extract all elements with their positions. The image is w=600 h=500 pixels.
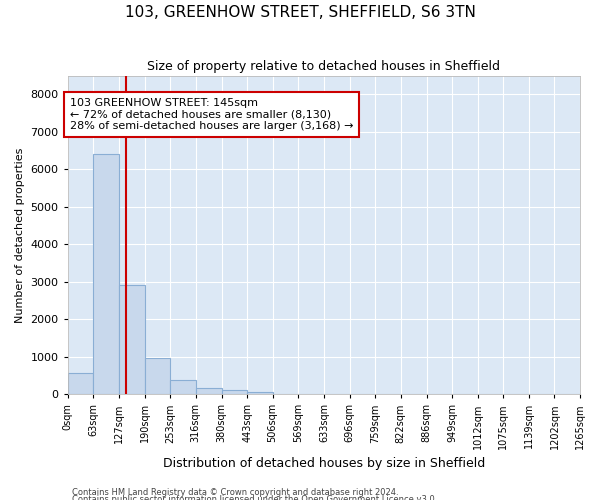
Bar — [221, 390, 247, 394]
X-axis label: Distribution of detached houses by size in Sheffield: Distribution of detached houses by size … — [163, 457, 485, 470]
Bar — [196, 388, 221, 394]
Bar — [170, 380, 196, 394]
Bar — [119, 284, 145, 394]
Bar — [247, 392, 272, 394]
Text: 103, GREENHOW STREET, SHEFFIELD, S6 3TN: 103, GREENHOW STREET, SHEFFIELD, S6 3TN — [125, 5, 475, 20]
Title: Size of property relative to detached houses in Sheffield: Size of property relative to detached ho… — [148, 60, 500, 73]
Y-axis label: Number of detached properties: Number of detached properties — [15, 147, 25, 322]
Bar — [145, 358, 170, 394]
Bar — [93, 154, 119, 394]
Bar — [68, 373, 93, 394]
Text: Contains HM Land Registry data © Crown copyright and database right 2024.: Contains HM Land Registry data © Crown c… — [72, 488, 398, 497]
Text: Contains public sector information licensed under the Open Government Licence v3: Contains public sector information licen… — [72, 496, 437, 500]
Text: 103 GREENHOW STREET: 145sqm
← 72% of detached houses are smaller (8,130)
28% of : 103 GREENHOW STREET: 145sqm ← 72% of det… — [70, 98, 353, 131]
